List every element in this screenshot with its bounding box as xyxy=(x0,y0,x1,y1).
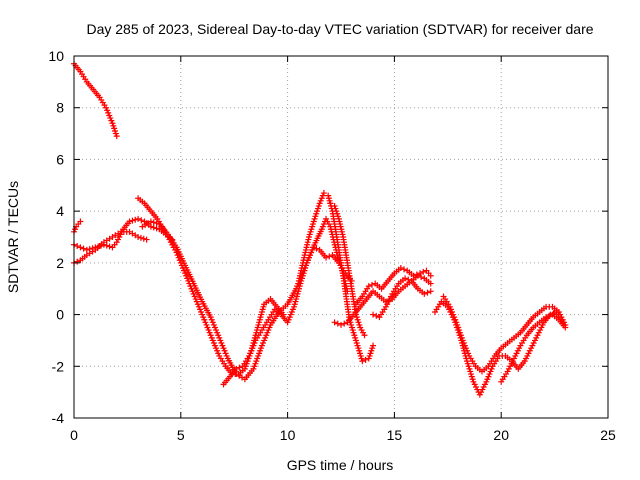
data-point xyxy=(313,245,320,252)
data-point xyxy=(103,242,110,249)
data-point xyxy=(338,321,344,328)
series-segment-4 xyxy=(71,228,150,266)
data-point xyxy=(401,266,408,273)
data-point xyxy=(359,358,366,365)
data-point xyxy=(153,225,160,232)
tick-labels: 0 5 10 15 20 25 -4 -2 0 2 4 6 8 10 xyxy=(48,48,616,443)
data-point xyxy=(150,219,157,226)
data-point xyxy=(562,324,569,331)
series-segment-15 xyxy=(498,311,569,385)
data-point xyxy=(137,234,144,241)
data-point xyxy=(143,236,150,243)
series-segment-12 xyxy=(370,275,434,321)
data-point xyxy=(420,268,427,275)
data-point xyxy=(386,297,393,304)
data-point xyxy=(135,234,142,240)
y-tick-label: 2 xyxy=(56,255,64,271)
data-point xyxy=(126,218,133,225)
series-segment-8 xyxy=(295,190,377,365)
y-tick-label: 6 xyxy=(56,151,64,167)
data-point xyxy=(138,217,145,224)
data-point xyxy=(410,272,417,279)
data-point xyxy=(83,246,90,253)
data-point xyxy=(320,190,327,197)
data-point xyxy=(370,311,377,318)
data-point xyxy=(140,235,147,242)
data-point xyxy=(74,243,81,250)
data-points xyxy=(71,60,569,398)
y-tick-label: 4 xyxy=(56,203,64,219)
x-tick-label: 20 xyxy=(493,427,509,443)
y-tick-label: 0 xyxy=(56,307,64,323)
data-point xyxy=(147,218,154,225)
data-point xyxy=(129,217,136,224)
x-tick-label: 5 xyxy=(177,427,185,443)
data-point xyxy=(402,275,409,282)
y-tick-label: 8 xyxy=(56,100,64,116)
data-point xyxy=(341,320,348,327)
data-point xyxy=(334,320,341,327)
series-segment-11 xyxy=(352,265,434,308)
data-point xyxy=(361,332,368,339)
data-point xyxy=(417,270,424,277)
data-point xyxy=(153,220,160,227)
y-tick-label: 10 xyxy=(48,48,64,64)
chart-title: Day 285 of 2023, Sidereal Day-to-day VTE… xyxy=(86,21,593,37)
data-point xyxy=(310,244,317,251)
data-point xyxy=(326,253,333,260)
data-point xyxy=(427,272,434,279)
series-segment-1 xyxy=(71,60,120,140)
data-point xyxy=(421,290,428,297)
data-point xyxy=(331,319,338,326)
data-point xyxy=(546,312,553,319)
y-tick-label: -2 xyxy=(52,358,65,374)
data-point xyxy=(373,312,380,319)
data-point xyxy=(424,289,431,296)
axis-ticks xyxy=(73,55,609,419)
data-point xyxy=(77,218,84,225)
plot-frame xyxy=(73,55,609,419)
data-point xyxy=(550,310,557,317)
grid xyxy=(74,56,608,418)
data-point xyxy=(368,281,375,288)
data-point xyxy=(405,276,412,283)
series-segment-14 xyxy=(440,293,569,375)
x-axis-label: GPS time / hours xyxy=(287,457,394,473)
data-point xyxy=(74,258,81,265)
data-point xyxy=(543,314,550,321)
data-point xyxy=(397,265,404,272)
x-tick-label: 10 xyxy=(280,427,296,443)
y-axis-label: SDTVAR / TECUs xyxy=(5,181,21,293)
data-point xyxy=(413,271,420,278)
y-tick-label: -4 xyxy=(52,410,65,426)
data-point xyxy=(323,254,330,261)
data-point xyxy=(106,243,113,250)
data-point xyxy=(327,200,334,207)
data-point xyxy=(150,224,157,231)
data-point xyxy=(233,365,240,372)
data-point xyxy=(236,364,243,371)
x-tick-label: 25 xyxy=(600,427,616,443)
data-point xyxy=(147,223,154,230)
x-tick-label: 15 xyxy=(387,427,403,443)
data-point xyxy=(418,274,425,281)
data-point xyxy=(427,280,434,287)
data-point xyxy=(135,215,142,222)
data-point xyxy=(362,356,369,363)
data-point xyxy=(77,244,84,251)
data-point xyxy=(132,216,139,223)
data-point xyxy=(365,283,372,290)
x-tick-label: 0 xyxy=(70,427,78,443)
data-point xyxy=(113,133,120,140)
data-point xyxy=(80,245,87,252)
data-point xyxy=(370,342,377,349)
data-point xyxy=(427,288,434,295)
